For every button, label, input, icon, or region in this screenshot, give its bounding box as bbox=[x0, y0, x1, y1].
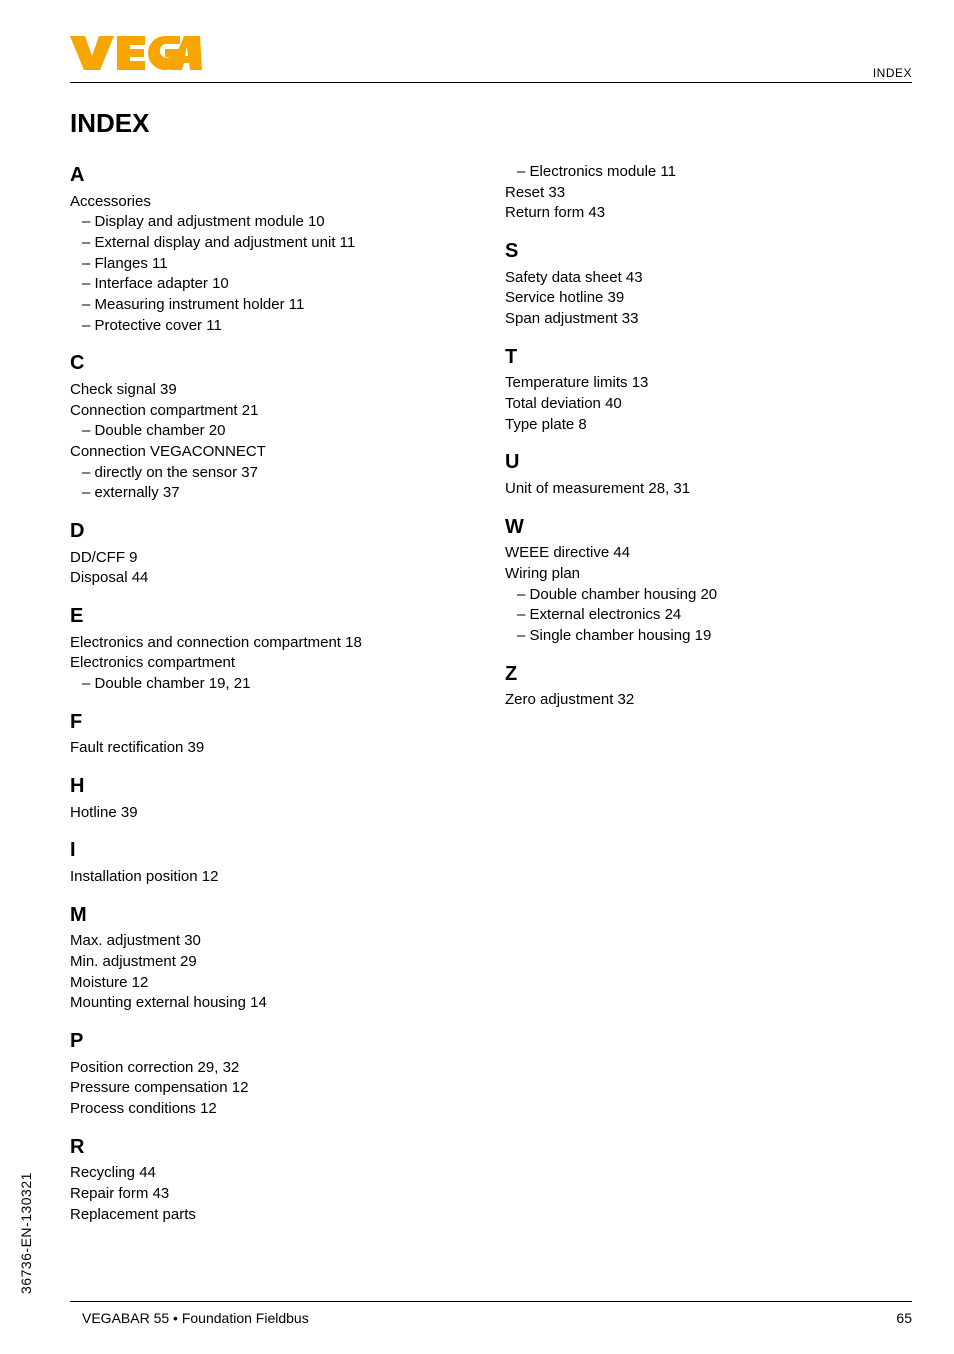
index-entry: Zero adjustment 32 bbox=[505, 690, 912, 711]
index-entry: Type plate 8 bbox=[505, 415, 912, 436]
index-entry: Installation position 12 bbox=[70, 867, 477, 888]
index-entry: Unit of measurement 28, 31 bbox=[505, 479, 912, 500]
index-entry: Recycling 44 bbox=[70, 1163, 477, 1184]
index-entry: Check signal 39 bbox=[70, 380, 477, 401]
index-entry: Repair form 43 bbox=[70, 1184, 477, 1205]
index-entry: Span adjustment 33 bbox=[505, 309, 912, 330]
index-letter: R bbox=[70, 1134, 477, 1162]
index-letter: S bbox=[505, 238, 912, 266]
index-letter: F bbox=[70, 709, 477, 737]
index-subentry: Protective cover 11 bbox=[70, 316, 477, 337]
index-subentry: directly on the sensor 37 bbox=[70, 463, 477, 484]
index-subentry: Single chamber housing 19 bbox=[505, 626, 912, 647]
index-subentry: Double chamber 20 bbox=[70, 421, 477, 442]
index-subentry: External display and adjustment unit 11 bbox=[70, 233, 477, 254]
index-subentry: Measuring instrument holder 11 bbox=[70, 295, 477, 316]
index-entry: Return form 43 bbox=[505, 203, 912, 224]
index-entry: Total deviation 40 bbox=[505, 394, 912, 415]
index-entry: Service hotline 39 bbox=[505, 288, 912, 309]
footer-doc-title: VEGABAR 55 • Foundation Fieldbus bbox=[82, 1310, 309, 1326]
index-subentry: Double chamber 19, 21 bbox=[70, 674, 477, 695]
index-entry: Pressure compensation 12 bbox=[70, 1078, 477, 1099]
doc-id-sidetext: 36736-EN-130321 bbox=[18, 1172, 34, 1294]
index-letter: U bbox=[505, 449, 912, 477]
index-letter: P bbox=[70, 1028, 477, 1056]
index-entry: Reset 33 bbox=[505, 183, 912, 204]
footer-rule bbox=[70, 1301, 912, 1302]
vega-logo bbox=[70, 36, 202, 75]
index-subentry: Display and adjustment module 10 bbox=[70, 212, 477, 233]
index-letter: H bbox=[70, 773, 477, 801]
index-entry: Wiring plan bbox=[505, 564, 912, 585]
index-entry: Accessories bbox=[70, 192, 477, 213]
index-letter: W bbox=[505, 514, 912, 542]
index-entry: Position correction 29, 32 bbox=[70, 1058, 477, 1079]
index-letter: A bbox=[70, 162, 477, 190]
page-title: INDEX bbox=[70, 108, 149, 139]
index-entry: Connection compartment 21 bbox=[70, 401, 477, 422]
index-entry: Disposal 44 bbox=[70, 568, 477, 589]
index-entry: Min. adjustment 29 bbox=[70, 952, 477, 973]
logo-svg bbox=[70, 36, 202, 70]
index-entry: Electronics compartment bbox=[70, 653, 477, 674]
index-entry: Safety data sheet 43 bbox=[505, 268, 912, 289]
index-entry: Process conditions 12 bbox=[70, 1099, 477, 1120]
index-letter: E bbox=[70, 603, 477, 631]
index-entry: Connection VEGACONNECT bbox=[70, 442, 477, 463]
index-col-right: Electronics module 11Reset 33Return form… bbox=[505, 162, 912, 1225]
index-entry: DD/CFF 9 bbox=[70, 548, 477, 569]
index-entry: Hotline 39 bbox=[70, 803, 477, 824]
index-entry: Replacement parts bbox=[70, 1205, 477, 1226]
header-rule bbox=[70, 82, 912, 83]
index-subentry: externally 37 bbox=[70, 483, 477, 504]
index-entry: Moisture 12 bbox=[70, 973, 477, 994]
index-entry: Max. adjustment 30 bbox=[70, 931, 477, 952]
running-head-index: INDEX bbox=[873, 66, 912, 80]
index-entry: Temperature limits 13 bbox=[505, 373, 912, 394]
index-letter: C bbox=[70, 350, 477, 378]
index-col-left: AAccessoriesDisplay and adjustment modul… bbox=[70, 162, 477, 1225]
index-letter: I bbox=[70, 837, 477, 865]
index-entry: Mounting external housing 14 bbox=[70, 993, 477, 1014]
index-letter: Z bbox=[505, 661, 912, 689]
index-subentry: External electronics 24 bbox=[505, 605, 912, 626]
index-entry: Electronics and connection compartment 1… bbox=[70, 633, 477, 654]
index-columns: AAccessoriesDisplay and adjustment modul… bbox=[70, 162, 912, 1225]
index-letter: T bbox=[505, 344, 912, 372]
index-subentry: Interface adapter 10 bbox=[70, 274, 477, 295]
index-letter: D bbox=[70, 518, 477, 546]
index-subentry: Electronics module 11 bbox=[505, 162, 912, 183]
index-letter: M bbox=[70, 902, 477, 930]
index-subentry: Flanges 11 bbox=[70, 254, 477, 275]
index-entry: WEEE directive 44 bbox=[505, 543, 912, 564]
index-subentry: Double chamber housing 20 bbox=[505, 585, 912, 606]
footer-page-number: 65 bbox=[896, 1310, 912, 1326]
index-entry: Fault rectification 39 bbox=[70, 738, 477, 759]
